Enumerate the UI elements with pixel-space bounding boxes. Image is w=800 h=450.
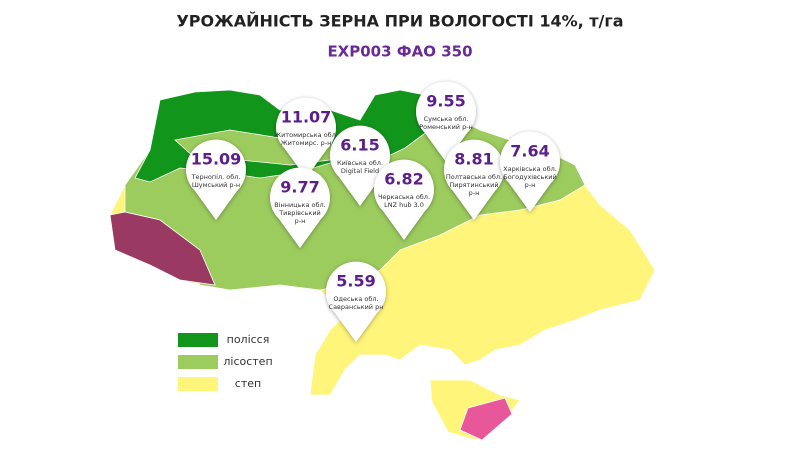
pin-value: 6.82 (384, 170, 423, 189)
pin-location: Digital Field (341, 167, 379, 175)
pin-shape (326, 261, 387, 342)
pin-location: Вінницька обл. (274, 201, 325, 209)
pin: 6.82 Черкаська обл.LNZ hub 3.0 (374, 159, 434, 240)
pin-shape (329, 125, 391, 206)
legend: полісся лісостеп степ (178, 333, 273, 391)
pin-value: 15.09 (191, 150, 242, 169)
pin-shape (374, 159, 434, 240)
legend-swatch (178, 333, 218, 347)
legend-label: полісся (227, 333, 270, 346)
pin-shape (186, 139, 247, 220)
pin-location: Полтавська обл. (446, 173, 502, 181)
pin-location: р-н (469, 189, 480, 197)
pin-location: Савранський рн (329, 303, 384, 311)
pin-location: LNZ hub 3.0 (384, 201, 424, 209)
pin-location: Харківська обл. (503, 165, 557, 173)
pin-value: 7.64 (510, 142, 549, 161)
pin-location: Тернопіл. обл. (191, 173, 241, 181)
pin-shape (416, 81, 476, 162)
pin-location: Житомирська обл. (274, 131, 338, 139)
legend-label: лісостеп (223, 355, 272, 368)
legend-swatch (178, 355, 218, 369)
pin-shape (500, 131, 560, 212)
pin-value: 6.15 (340, 136, 379, 155)
pin-location: р-н (525, 181, 536, 189)
pin-location: Шумський р-н (192, 181, 240, 189)
pin-value: 11.07 (281, 108, 332, 127)
legend-swatch (178, 377, 218, 391)
pin: 5.59 Одеська обл.Савранський рн (326, 261, 387, 342)
pin: 11.07 Житомирська обл.Житомирс. р-н (274, 97, 338, 178)
pin-value: 5.59 (336, 272, 375, 291)
crimea-south (459, 397, 513, 441)
pin-location: Одеська обл. (333, 295, 378, 303)
carpathian-zone (109, 211, 216, 286)
pin-location: Роменський р-н (419, 123, 473, 131)
title: УРОЖАЙНІСТЬ ЗЕРНА ПРИ ВОЛОГОСТІ 14%, т/г… (176, 12, 623, 31)
pin-shape (444, 139, 504, 220)
pin-location: Сумська обл. (424, 115, 469, 123)
pin-value: 9.77 (280, 178, 319, 197)
pin-location: Київська обл. (337, 159, 383, 167)
pin-location: Пирятинський (449, 181, 498, 189)
subtitle: EXP003 ФАО 350 (327, 43, 472, 61)
legend-label: степ (235, 377, 261, 390)
pins: 11.07 Житомирська обл.Житомирс. р-н 15.09 Т… (186, 81, 560, 342)
pin-value: 8.81 (454, 150, 493, 169)
pin-location: р-н (295, 217, 306, 225)
pin: 6.15 Київська обл.Digital Field (329, 125, 391, 206)
pin: 15.09 Тернопіл. обл.Шумський р-н (186, 139, 247, 220)
pin-location: Черкаська обл. (378, 193, 430, 201)
pin-value: 9.55 (426, 92, 465, 111)
pin-shape (270, 167, 330, 248)
pin-shape (276, 97, 336, 178)
pin: 9.55 Сумська обл.Роменський р-н (416, 81, 476, 162)
pin-location: Тиврівський (278, 209, 321, 217)
pin-location: Житомирс. р-н (281, 139, 332, 147)
pin-location: Богодухівський (503, 173, 556, 181)
